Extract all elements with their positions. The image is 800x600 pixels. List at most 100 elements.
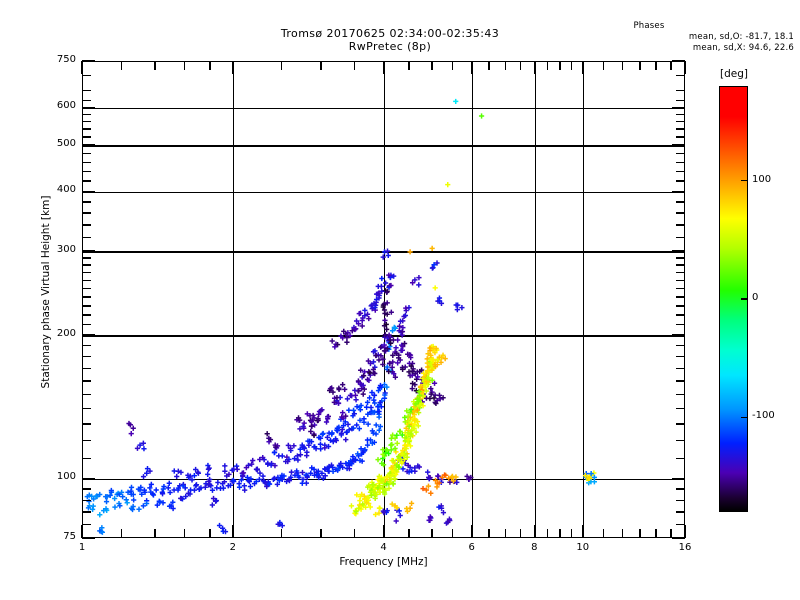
scatter-point (360, 501, 366, 507)
scatter-point (434, 397, 440, 404)
scatter-point (376, 510, 382, 516)
y-tick-minor-right (676, 99, 685, 102)
scatter-point (338, 430, 345, 436)
scatter-point (273, 444, 279, 450)
scatter-point (112, 495, 118, 502)
scatter-point (230, 477, 236, 483)
scatter-point (220, 485, 227, 491)
scatter-point (394, 440, 400, 446)
y-tick-major-right (672, 106, 685, 108)
scatter-point (430, 356, 436, 363)
scatter-point (406, 469, 412, 475)
scatter-point (392, 476, 398, 482)
scatter-point (434, 484, 440, 490)
scatter-point (402, 312, 409, 319)
scatter-point (291, 456, 298, 462)
scatter-point (389, 501, 395, 507)
scatter-point (242, 487, 248, 493)
scatter-point (407, 410, 413, 416)
scatter-point (206, 478, 212, 484)
scatter-point (432, 392, 438, 398)
scatter-point (283, 478, 290, 485)
x-tick-minor (183, 529, 185, 538)
x-tick-minor-top (570, 61, 573, 70)
y-tick-minor-right (676, 380, 685, 382)
scatter-point (260, 473, 266, 479)
scatter-point (413, 406, 420, 412)
y-tick-major-right (672, 537, 685, 539)
scatter-point (427, 517, 433, 523)
scatter-point (170, 505, 176, 512)
scatter-point (443, 520, 450, 526)
scatter-points-layer (84, 98, 597, 535)
x-tick-minor-top (602, 61, 605, 70)
scatter-point (354, 404, 360, 410)
x-tick-minor-top (559, 61, 561, 70)
scatter-point (414, 407, 420, 413)
scatter-point (353, 326, 359, 332)
scatter-point (376, 489, 383, 495)
y-tick-minor (82, 439, 91, 442)
scatter-point (186, 474, 192, 481)
scatter-point (393, 345, 399, 351)
scatter-point (325, 443, 332, 450)
scatter-point (333, 437, 339, 444)
x-tick-minor (120, 529, 123, 538)
scatter-point (399, 451, 405, 457)
scatter-point (588, 471, 594, 477)
scatter-point (396, 454, 402, 460)
scatter-point (437, 396, 443, 402)
scatter-point (308, 423, 315, 429)
colorbar-tick (741, 416, 748, 419)
scatter-point (180, 483, 186, 489)
scatter-point (416, 397, 422, 403)
y-tick-label: 200 (56, 327, 76, 339)
y-tick-minor-right (676, 457, 685, 460)
scatter-point (412, 465, 418, 471)
scatter-point (436, 504, 442, 510)
x-tick-minor (570, 529, 573, 538)
y-tick-major (82, 190, 95, 192)
scatter-point (429, 367, 435, 373)
scatter-point (257, 456, 263, 463)
scatter-point (362, 504, 369, 510)
scatter-point (433, 400, 439, 407)
scatter-point (320, 475, 326, 482)
x-tick-label: 6 (468, 542, 475, 553)
scatter-point (410, 366, 416, 372)
scatter-point (424, 368, 431, 374)
scatter-point (388, 282, 394, 289)
y-tick-minor (82, 355, 91, 358)
scatter-point (336, 424, 342, 430)
y-tick-minor (82, 120, 91, 123)
x-tick-minor-top (546, 61, 549, 70)
scatter-point (379, 275, 385, 282)
x-tick-major-top (232, 61, 234, 74)
scatter-point (299, 469, 306, 476)
scatter-point (365, 358, 371, 364)
scatter-point (191, 487, 198, 493)
y-tick-minor-right (676, 523, 685, 526)
scatter-point (442, 356, 448, 362)
scatter-point (316, 408, 323, 415)
scatter-point (372, 489, 378, 495)
scatter-point (253, 478, 259, 485)
scatter-point (167, 489, 173, 496)
plot-area (82, 61, 685, 538)
scatter-point (409, 280, 416, 286)
scatter-point (131, 497, 137, 503)
scatter-point (459, 305, 465, 311)
scatter-point (406, 423, 412, 430)
x-tick-minor (320, 529, 322, 538)
scatter-point (450, 478, 457, 484)
scatter-point (355, 321, 362, 327)
x-tick-minor (546, 529, 549, 538)
scatter-point (339, 426, 345, 433)
gridline-vertical (471, 62, 474, 537)
scatter-point (352, 457, 359, 463)
scatter-point (107, 492, 113, 498)
scatter-point (364, 442, 371, 448)
scatter-point (408, 500, 415, 506)
scatter-point (226, 471, 232, 478)
scatter-point (249, 461, 255, 467)
